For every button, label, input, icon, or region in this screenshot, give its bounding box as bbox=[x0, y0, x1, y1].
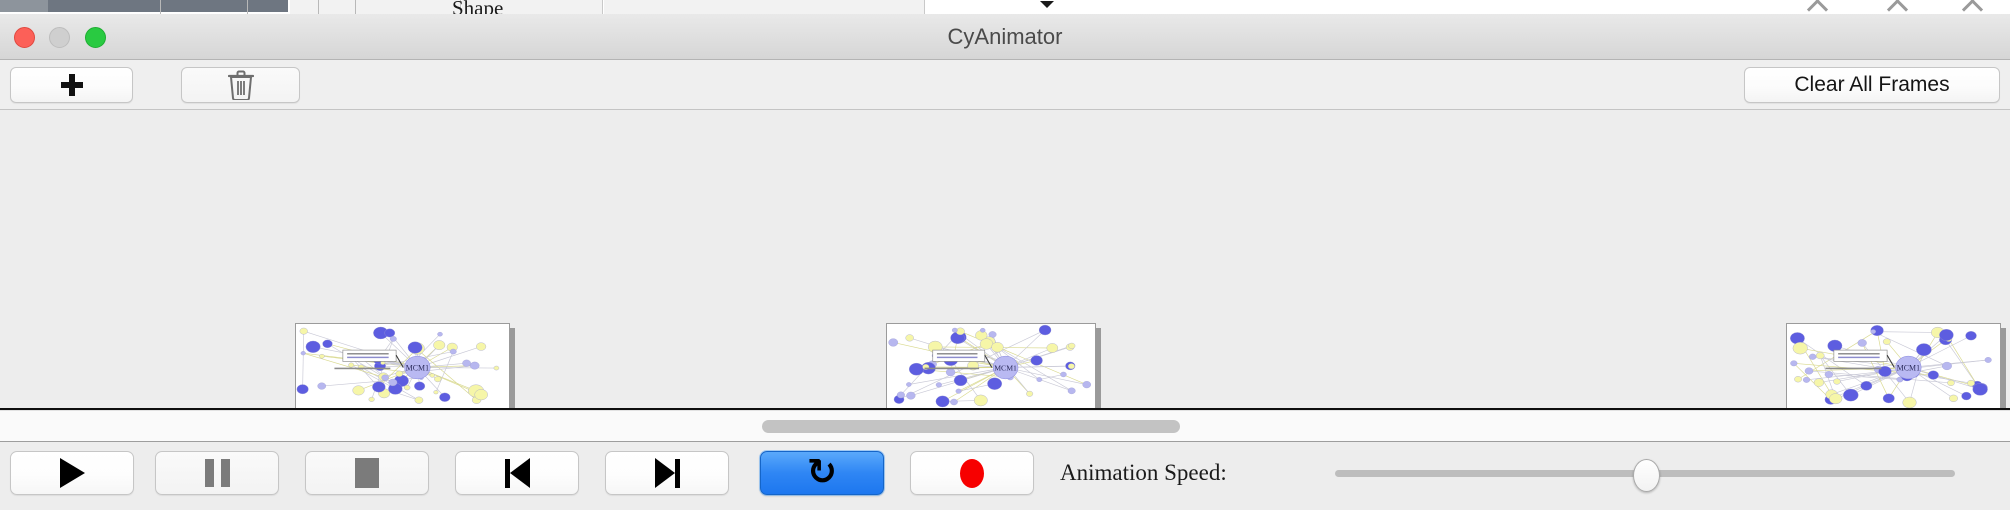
close-window-button[interactable] bbox=[14, 27, 35, 48]
background-shape-label: Shape bbox=[452, 0, 504, 14]
background-window-strip: Shape bbox=[0, 0, 2010, 14]
background-tick bbox=[318, 0, 319, 14]
record-button[interactable] bbox=[910, 451, 1034, 495]
background-panel-1 bbox=[290, 0, 461, 14]
timeline-axis bbox=[0, 408, 2010, 410]
background-chevron-icon bbox=[1886, 0, 1909, 14]
svg-text:MCM1: MCM1 bbox=[994, 363, 1017, 372]
stop-button[interactable] bbox=[305, 451, 429, 495]
slider-thumb[interactable] bbox=[1633, 459, 1660, 492]
background-tick bbox=[247, 0, 248, 14]
title-bar: CyAnimator bbox=[0, 14, 2010, 60]
background-toolbar-dark2 bbox=[48, 0, 288, 12]
background-chevron-icon bbox=[1806, 0, 1829, 14]
record-icon bbox=[960, 458, 984, 488]
play-icon bbox=[59, 458, 85, 488]
next-icon bbox=[654, 458, 680, 488]
window-title: CyAnimator bbox=[947, 24, 1063, 49]
trash-icon bbox=[227, 70, 254, 100]
plus-icon bbox=[60, 74, 83, 96]
minimize-window-button[interactable] bbox=[49, 27, 70, 48]
maximize-window-button[interactable] bbox=[85, 27, 106, 48]
animation-speed-slider[interactable] bbox=[1325, 451, 1965, 495]
playback-control-bar: ↻ Animation Speed: bbox=[0, 442, 2010, 510]
background-chevron-icon bbox=[1961, 0, 1984, 14]
delete-frame-button[interactable] bbox=[181, 67, 300, 103]
svg-text:MCM1: MCM1 bbox=[406, 363, 429, 372]
loop-button[interactable]: ↻ bbox=[760, 451, 884, 495]
loop-icon: ↻ bbox=[806, 452, 838, 493]
pause-button[interactable] bbox=[155, 451, 279, 495]
prev-icon bbox=[504, 458, 530, 488]
svg-text:MCM1: MCM1 bbox=[1897, 363, 1920, 372]
play-button[interactable] bbox=[10, 451, 134, 495]
pause-icon bbox=[204, 459, 230, 487]
skip-forward-button[interactable] bbox=[605, 451, 729, 495]
timeline-scrollbar[interactable] bbox=[0, 410, 2010, 442]
frame-thumbnail-3[interactable]: MCM1 bbox=[1786, 323, 2001, 410]
frame-thumbnail-2[interactable]: MCM1 bbox=[886, 323, 1096, 410]
background-arrow-icon bbox=[1040, 1, 1054, 8]
toolbar: Clear All Frames bbox=[0, 60, 2010, 110]
background-panel-3 bbox=[604, 0, 925, 14]
clear-all-frames-label: Clear All Frames bbox=[1794, 73, 1950, 96]
background-toolbar-dark bbox=[0, 0, 48, 12]
background-panel-2 bbox=[462, 0, 603, 14]
frame-thumbnail-1[interactable]: MCM1 bbox=[295, 323, 510, 410]
clear-all-frames-button[interactable]: Clear All Frames bbox=[1744, 67, 2000, 103]
background-tick bbox=[160, 0, 161, 14]
skip-back-button[interactable] bbox=[455, 451, 579, 495]
background-tick bbox=[355, 0, 356, 14]
add-frame-button[interactable] bbox=[10, 67, 133, 103]
animation-speed-label: Animation Speed: bbox=[1060, 460, 1227, 485]
scrollbar-thumb[interactable] bbox=[762, 420, 1180, 433]
stop-icon bbox=[355, 458, 379, 488]
